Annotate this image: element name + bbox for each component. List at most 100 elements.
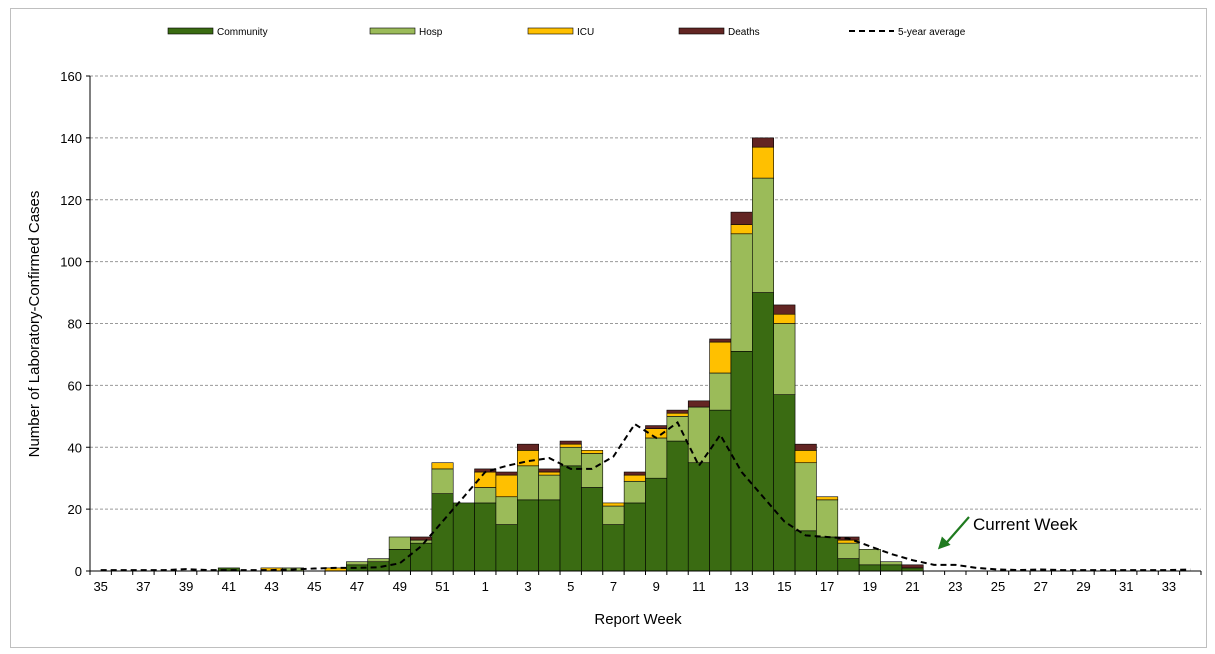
x-tick-label: 13 — [734, 579, 748, 594]
bar-segment-icu — [773, 313, 796, 324]
bar-segment-community — [517, 499, 539, 572]
bar-segment-hosp — [858, 549, 881, 566]
x-tick-label: 31 — [1119, 579, 1133, 594]
bar-segment-hosp — [474, 487, 497, 504]
y-tick-label: 120 — [60, 193, 82, 208]
bar-segment-icu — [431, 462, 454, 470]
average-line-layer — [100, 420, 1191, 572]
current-week-arrow — [945, 516, 970, 545]
y-tick-label: 100 — [60, 255, 82, 270]
y-tick-label: 160 — [60, 69, 82, 84]
bar-segment-community — [773, 394, 796, 572]
y-tick-label: 80 — [68, 317, 82, 332]
bar-segment-icu — [559, 443, 582, 448]
bar-segment-icu — [581, 450, 604, 454]
legend-label-community: Community — [217, 27, 268, 38]
bar-segment-deaths — [773, 304, 796, 315]
x-tick-label: 25 — [991, 579, 1005, 594]
y-axis-title: Number of Laboratory-Confirmed Cases — [26, 191, 43, 458]
bar-segment-hosp — [752, 177, 774, 293]
legend-label-icu: ICU — [577, 27, 594, 38]
bar-segment-icu — [816, 496, 839, 501]
x-tick-label: 1 — [482, 579, 489, 594]
legend-swatch-deaths — [678, 27, 725, 35]
bar-segment-community — [687, 462, 710, 572]
x-tick-label: 35 — [93, 579, 107, 594]
bar-segment-community — [474, 502, 497, 572]
bar-segment-deaths — [517, 443, 539, 451]
legend-label-average: 5-year average — [898, 27, 966, 38]
bar-segment-hosp — [773, 323, 796, 395]
x-tick-label: 15 — [777, 579, 791, 594]
bar-segment-community — [666, 440, 689, 572]
bar-segment-hosp — [388, 536, 411, 550]
x-tick-label: 7 — [610, 579, 617, 594]
bar-segment-deaths — [709, 338, 732, 343]
x-tick-label: 21 — [905, 579, 919, 594]
bar-segment-community — [858, 564, 881, 572]
bar-segment-hosp — [880, 561, 903, 566]
bar-segment-hosp — [816, 499, 839, 538]
bar-segment-deaths — [559, 440, 582, 445]
x-tick-label: 17 — [820, 579, 834, 594]
bar-segment-deaths — [495, 471, 518, 476]
bar-segment-hosp — [581, 453, 604, 488]
bar-segment-hosp — [623, 480, 646, 504]
bar-segment-deaths — [645, 425, 668, 429]
bar-segment-community — [794, 530, 817, 572]
legend-swatch-icu — [527, 27, 574, 35]
bar-segment-community — [452, 502, 475, 572]
bar-segment-community — [645, 477, 668, 572]
bar-segment-hosp — [837, 542, 860, 559]
bar-segment-deaths — [666, 409, 689, 414]
bar-segment-hosp — [538, 474, 561, 501]
bar-segment-community — [410, 542, 433, 572]
bar-segment-hosp — [517, 465, 539, 501]
gridlines — [90, 75, 1201, 510]
bar-segment-community — [431, 493, 454, 572]
current-week-arrowhead — [937, 536, 951, 550]
bar-segment-icu — [794, 450, 817, 464]
legend-swatch-hosp — [369, 27, 416, 35]
bar-segment-community — [623, 502, 646, 572]
x-axis-title: Report Week — [594, 611, 682, 628]
bar-segment-community — [709, 409, 732, 572]
bar-segment-community — [880, 564, 903, 572]
bar-segment-icu — [538, 471, 561, 476]
bar-segment-community — [816, 536, 839, 572]
x-tick-label: 41 — [222, 579, 236, 594]
x-tick-label: 49 — [393, 579, 407, 594]
current-week-label: Current Week — [973, 515, 1078, 534]
bar-segment-community — [538, 499, 561, 572]
bar-segment-hosp — [367, 558, 390, 563]
y-tick-label: 0 — [75, 564, 82, 579]
current-week-annotation: Current Week — [937, 515, 1078, 550]
bar-segment-icu — [602, 502, 625, 507]
bar-segment-icu — [666, 412, 689, 417]
chart-frame: 0 20 40 60 80 100 120 140 160 35 37 39 41 43 45 47 49 51 1… — [10, 8, 1207, 648]
bar-segment-community — [559, 465, 582, 572]
y-tick-label: 140 — [60, 131, 82, 146]
bar-segment-hosp — [602, 505, 625, 525]
bar-segment-icu — [709, 341, 732, 374]
y-tick-label: 40 — [68, 440, 82, 455]
x-tick-label: 37 — [136, 579, 150, 594]
y-tick-label: 60 — [68, 378, 82, 393]
bar-segment-deaths — [623, 471, 646, 476]
x-tick-label: 39 — [179, 579, 193, 594]
bar-segment-hosp — [410, 539, 433, 544]
bars — [217, 137, 924, 572]
bar-segment-hosp — [495, 496, 518, 525]
bar-segment-community — [752, 292, 774, 572]
x-tick-label: 19 — [863, 579, 877, 594]
bar-segment-deaths — [794, 443, 817, 451]
bar-segment-hosp — [431, 468, 454, 494]
legend-swatch-community — [167, 27, 214, 35]
bar-segment-deaths — [901, 564, 924, 569]
bar-segment-icu — [623, 474, 646, 482]
x-tick-label: 27 — [1034, 579, 1048, 594]
bar-segment-hosp — [645, 437, 668, 479]
legend: Community Hosp ICU Deaths 5-year average — [167, 27, 966, 38]
five-year-average-line — [100, 420, 1191, 572]
